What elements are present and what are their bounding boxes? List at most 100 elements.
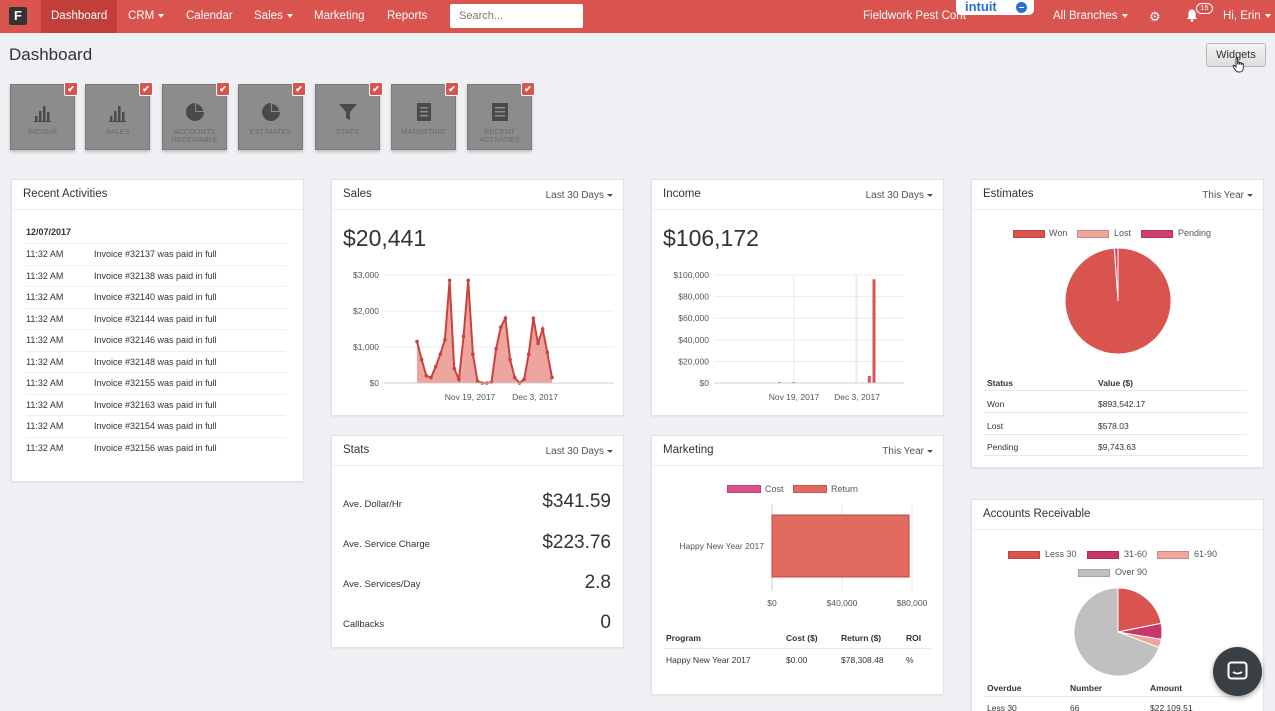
company-name[interactable]: Fieldwork Pest Cont <box>853 0 976 33</box>
activity-text: Invoice #32148 was paid in full <box>94 356 217 367</box>
y-tick-label: $80,000 <box>678 292 709 302</box>
activity-time: 11:32 AM <box>26 356 64 367</box>
activity-text: Invoice #32144 was paid in full <box>94 313 217 324</box>
ar-chart <box>1073 587 1163 677</box>
sales-point <box>452 366 457 371</box>
table-divider <box>664 648 931 649</box>
tile-label: SALES <box>105 127 130 136</box>
tile-accounts-receivable[interactable]: ACCOUNTS RECEIVABLE ✔ <box>162 82 230 150</box>
nav-marketing[interactable]: Marketing <box>304 0 375 33</box>
tile-stats[interactable]: STATS ✔ <box>315 82 383 150</box>
chevron-down-icon <box>927 449 933 453</box>
checkmark-icon[interactable]: ✔ <box>369 82 383 96</box>
nav-calendar[interactable]: Calendar <box>176 0 243 33</box>
hand-cursor-icon <box>1232 57 1244 73</box>
sales-panel: Sales Last 30 Days $20,441 $0 $1,000 $2,00… <box>331 179 624 416</box>
tile-estimates[interactable]: ESTIMATES ✔ <box>238 82 306 150</box>
stat-label: Ave. Services/Day <box>343 579 421 590</box>
chevron-down-icon <box>607 449 613 453</box>
gear-icon[interactable]: ⚙ <box>1149 9 1161 24</box>
activity-row[interactable]: 11:32 AM Invoice #32155 was paid in full <box>26 372 286 393</box>
income-bar <box>872 279 876 383</box>
legend-swatch-won <box>1013 230 1045 238</box>
date-range-dropdown[interactable]: Last 30 Days <box>866 190 933 201</box>
sales-point <box>429 375 433 380</box>
checkmark-icon[interactable]: ✔ <box>64 82 78 96</box>
branches-dropdown[interactable]: All Branches <box>1043 0 1138 33</box>
user-menu[interactable]: Hi, Erin <box>1213 0 1275 33</box>
activity-row[interactable]: 11:32 AM Invoice #32163 was paid in full <box>26 393 286 415</box>
x-tick-label: Dec 3, 2017 <box>834 392 880 402</box>
panel-header: Sales Last 30 Days <box>332 180 623 210</box>
date-range-label: This Year <box>1202 190 1244 201</box>
legend-swatch-61-90 <box>1157 551 1189 559</box>
table-cell: 66 <box>1070 703 1080 711</box>
tile-label: RECENT ACTIVITIES <box>479 127 520 144</box>
search-input[interactable] <box>450 4 583 28</box>
greeting-label: Hi, Erin <box>1223 10 1261 22</box>
tile-recent-activities[interactable]: RECENT ACTIVITIES ✔ <box>467 82 535 150</box>
date-range-dropdown[interactable]: This Year <box>1202 190 1253 201</box>
activity-row[interactable]: 11:32 AM Invoice #32154 was paid in full <box>26 415 286 436</box>
panel-title: Accounts Receivable <box>983 508 1091 520</box>
sales-point <box>536 341 540 346</box>
bell-icon[interactable] <box>1186 9 1198 25</box>
activity-row[interactable]: 11:32 AM Invoice #32138 was paid in full <box>26 264 286 286</box>
sales-point <box>545 350 550 355</box>
x-tick-label: $0 <box>767 598 777 608</box>
nav-dashboard[interactable]: Dashboard <box>41 0 118 33</box>
table-header: Overdue <box>987 683 1022 693</box>
legend-swatch-cost <box>727 485 761 493</box>
sales-point <box>531 316 536 320</box>
date-range-label: Last 30 Days <box>545 190 604 201</box>
checkmark-icon[interactable]: ✔ <box>216 82 230 96</box>
activity-text: Invoice #32154 was paid in full <box>94 421 217 431</box>
x-tick-label: Dec 3, 2017 <box>512 392 558 402</box>
sales-point <box>526 352 531 356</box>
legend-label-pending: Pending <box>1178 228 1212 238</box>
x-tick-label: Nov 19, 2017 <box>445 392 496 402</box>
table-cell: % <box>906 655 914 665</box>
legend-label-less-30: Less 30 <box>1045 549 1077 559</box>
activity-row[interactable]: 11:32 AM Invoice #32137 was paid in full <box>26 243 286 264</box>
intuit-badge[interactable]: intuit <box>956 0 1034 15</box>
checkmark-icon[interactable]: ✔ <box>445 82 459 96</box>
activity-row[interactable]: 11:32 AM Invoice #32148 was paid in full <box>26 350 286 372</box>
panel-title: Estimates <box>983 188 1034 200</box>
nav-crm[interactable]: CRM <box>118 0 174 33</box>
checkmark-icon[interactable]: ✔ <box>139 82 153 96</box>
tile-sales[interactable]: SALES ✔ <box>85 82 153 150</box>
activity-row[interactable]: 11:32 AM Invoice #32146 was paid in full <box>26 329 286 350</box>
table-header: Amount <box>1150 683 1183 693</box>
chat-button[interactable] <box>1213 647 1262 696</box>
legend-swatch-lost <box>1077 230 1109 238</box>
tile-income[interactable]: INCOME ✔ <box>10 82 78 150</box>
activity-time: 11:32 AM <box>26 335 64 345</box>
nav-sales[interactable]: Sales <box>244 0 303 33</box>
page-title: Dashboard <box>9 45 93 64</box>
activity-row[interactable]: 11:32 AM Invoice #32156 was paid in full <box>26 436 286 458</box>
category-label: Happy New Year 2017 <box>679 541 764 551</box>
activity-row[interactable]: 11:32 AM Invoice #32144 was paid in full <box>26 307 286 329</box>
y-tick-label: $0 <box>370 378 380 388</box>
table-cell: $9,743.63 <box>1098 442 1136 452</box>
sales-point <box>550 375 554 380</box>
date-range-dropdown[interactable]: Last 30 Days <box>546 190 613 201</box>
app-logo[interactable]: F <box>9 7 27 25</box>
tile-marketing[interactable]: MARKETING ✔ <box>391 82 459 150</box>
date-range-dropdown[interactable]: Last 30 Days <box>546 446 613 457</box>
checkmark-icon[interactable]: ✔ <box>292 82 306 96</box>
date-range-dropdown[interactable]: This Year <box>882 446 933 457</box>
activity-time: 11:32 AM <box>26 270 64 281</box>
panel-title: Income <box>663 188 701 200</box>
stat-value: $341.59 <box>542 491 611 512</box>
activity-time: 11:32 AM <box>26 313 64 324</box>
sales-point <box>498 325 503 329</box>
tile-label: MARKETING <box>401 127 446 136</box>
nav-reports[interactable]: Reports <box>377 0 437 33</box>
checkmark-icon[interactable]: ✔ <box>521 82 535 96</box>
bar-chart-icon <box>109 106 126 122</box>
table-divider <box>984 390 1247 391</box>
activity-row[interactable]: 11:32 AM Invoice #32140 was paid in full <box>26 286 286 307</box>
sales-point <box>419 357 424 362</box>
